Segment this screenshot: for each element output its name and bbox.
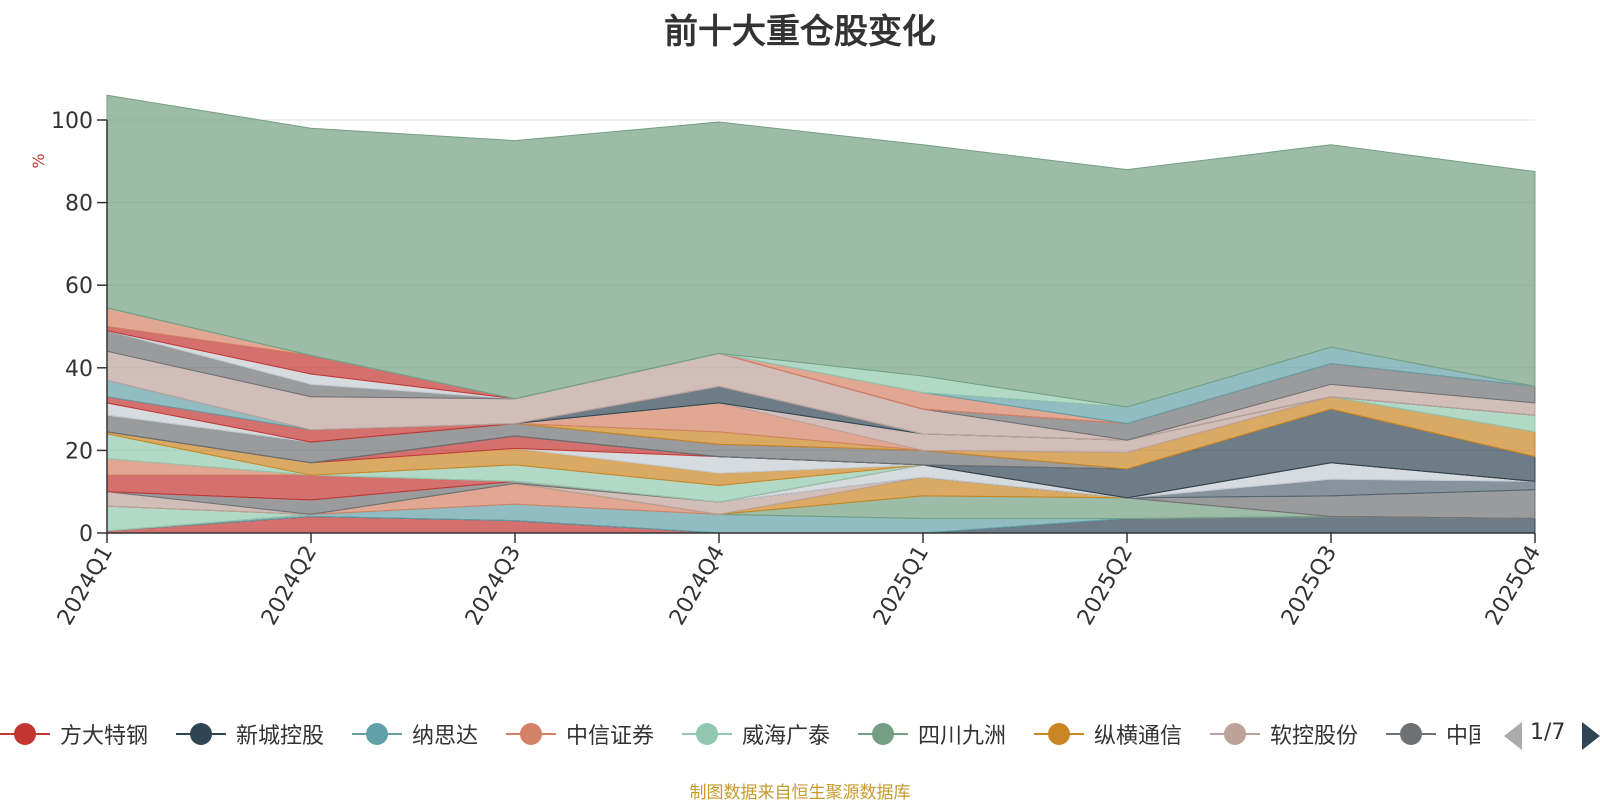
y-tick-label: 100	[51, 109, 93, 134]
legend-marker-icon	[1034, 723, 1084, 745]
y-tick-label: 20	[65, 439, 93, 464]
legend-marker-icon	[176, 723, 226, 745]
legend-label: 新城控股	[236, 724, 325, 749]
legend-marker-icon	[0, 723, 50, 745]
y-tick-label: 40	[65, 357, 93, 382]
x-tick-label: 2024Q1	[53, 542, 118, 630]
data-source-note: 制图数据来自恒生聚源数据库	[689, 783, 911, 803]
legend-item[interactable]: 威海广泰	[682, 718, 830, 750]
legend-marker-icon	[1210, 723, 1260, 745]
y-tick-label: 80	[65, 192, 93, 217]
legend-label: 方大特钢	[60, 724, 149, 749]
y-tick-label: 0	[79, 522, 93, 547]
legend-label: 纳思达	[412, 724, 479, 749]
legend-item[interactable]: 方大特钢	[0, 718, 148, 750]
chart-title: 前十大重仓股变化	[664, 12, 936, 52]
x-tick-label: 2025Q2	[1073, 542, 1138, 630]
legend-label: 纵横通信	[1094, 724, 1183, 749]
legend-items: 方大特钢 新城控股 纳思达 中信证券 威海广泰 四川九洲 纵横通信 软控股份 中国中车	[0, 718, 1480, 758]
legend-item[interactable]: 中国中车	[1386, 718, 1480, 750]
area-series-36	[106, 94, 1536, 408]
x-tick-label: 2025Q1	[869, 542, 934, 630]
legend-label: 威海广泰	[742, 724, 831, 749]
x-tick-label: 2025Q4	[1481, 542, 1546, 630]
legend-page-indicator: 1/7	[1530, 720, 1566, 745]
legend-next-page-button[interactable]	[1582, 722, 1600, 750]
y-tick-label: 60	[65, 274, 93, 299]
legend-item[interactable]: 四川九洲	[858, 718, 1006, 750]
legend-marker-icon	[682, 723, 732, 745]
x-tick-label: 2024Q4	[665, 542, 730, 630]
legend-item[interactable]: 软控股份	[1210, 718, 1358, 750]
legend-item[interactable]: 纳思达	[352, 718, 478, 750]
x-tick-label: 2025Q3	[1277, 542, 1342, 630]
legend-label: 软控股份	[1270, 724, 1359, 749]
y-axis-label: %	[29, 153, 48, 168]
legend-label: 四川九洲	[918, 724, 1007, 749]
legend-marker-icon	[506, 723, 556, 745]
legend-label: 中国中车	[1446, 724, 1480, 749]
legend-label: 中信证券	[566, 724, 655, 749]
legend-prev-page-button[interactable]	[1504, 722, 1522, 750]
chart-area: 0 20 40 60 80 100 2024Q1 2024Q2 2024Q3 2024Q4 2025…	[29, 94, 1546, 630]
legend-marker-icon	[1386, 723, 1436, 745]
legend-item[interactable]: 纵横通信	[1034, 718, 1182, 750]
x-tick-label: 2024Q3	[461, 542, 526, 630]
legend-marker-icon	[352, 723, 402, 745]
legend: 方大特钢 新城控股 纳思达 中信证券 威海广泰 四川九洲 纵横通信 软控股份 中国中车 1/7	[0, 718, 1600, 758]
legend-item[interactable]: 中信证券	[506, 718, 654, 750]
stacked-areas	[106, 94, 1536, 534]
x-tick-label: 2024Q2	[257, 542, 322, 630]
legend-marker-icon	[858, 723, 908, 745]
legend-item[interactable]: 新城控股	[176, 718, 324, 750]
